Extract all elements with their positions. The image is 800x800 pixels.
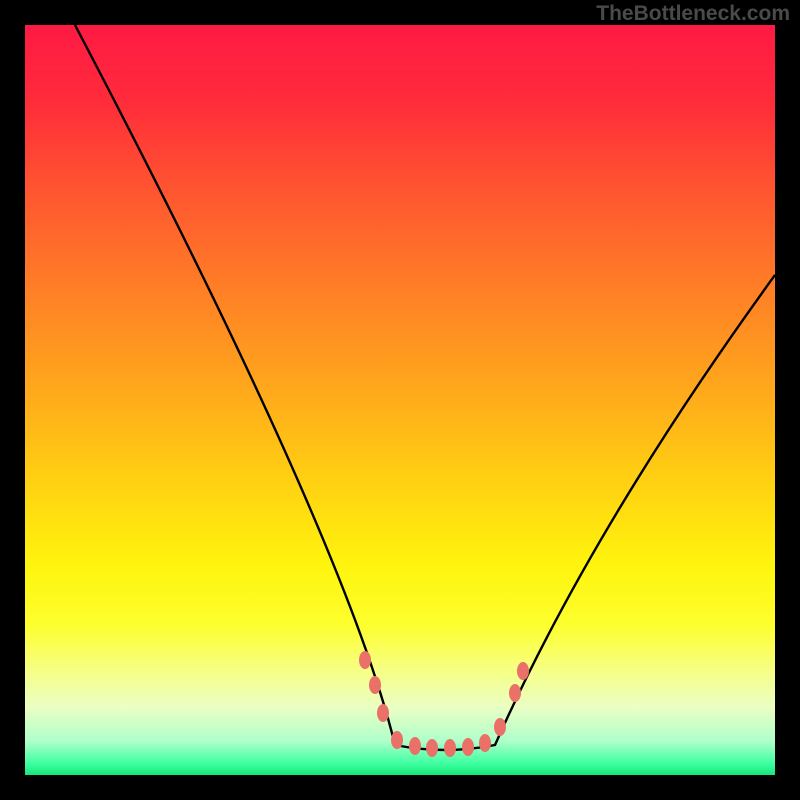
curve-marker (517, 662, 529, 680)
curve-marker (426, 739, 438, 757)
plot-background (25, 25, 775, 775)
chart-svg (0, 0, 800, 800)
chart-container: TheBottleneck.com (0, 0, 800, 800)
curve-marker (462, 738, 474, 756)
curve-marker (509, 684, 521, 702)
curve-marker (369, 676, 381, 694)
curve-marker (494, 718, 506, 736)
curve-marker (479, 734, 491, 752)
curve-marker (359, 651, 371, 669)
curve-marker (391, 731, 403, 749)
curve-marker (409, 737, 421, 755)
curve-marker (444, 739, 456, 757)
watermark-text: TheBottleneck.com (596, 2, 790, 26)
curve-marker (377, 704, 389, 722)
